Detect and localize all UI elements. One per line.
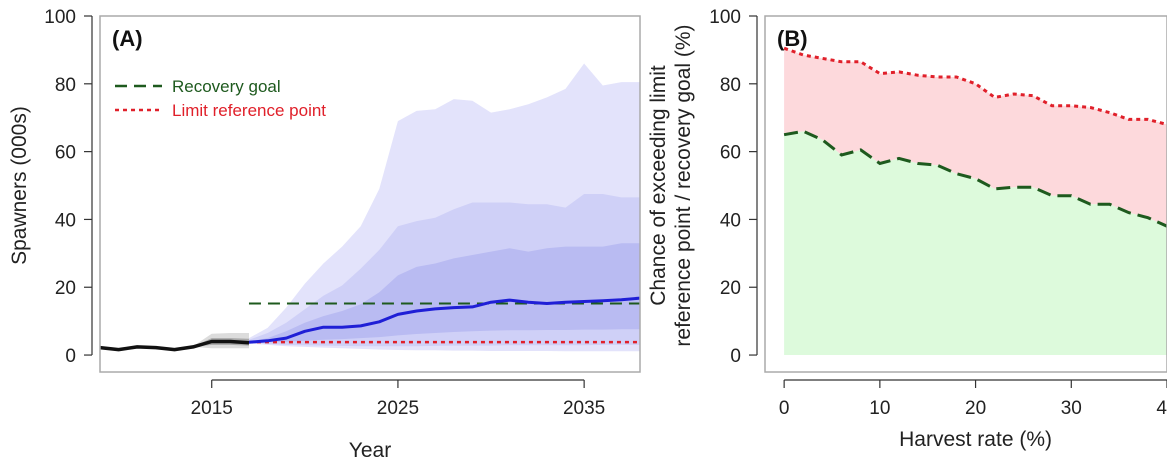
panel-b-x-tick-label: 0 (779, 398, 790, 419)
panel-b-upper-fill (784, 48, 1167, 227)
panel-b-recovery-goal-line (783, 129, 1167, 228)
projection-median-line (248, 296, 641, 344)
panel-a-y-tick-label: 60 (55, 143, 76, 164)
panel-b-label: (B) (777, 26, 808, 51)
panel-a-bands (100, 63, 640, 352)
legend-limit-reference-point-label: Limit reference point (172, 101, 326, 120)
panel-b-limit-reference-line (783, 46, 1167, 126)
panel-a-lines (99, 296, 641, 352)
panel-b-lines (783, 46, 1167, 228)
panel-b-y-tick-label: 0 (730, 346, 741, 367)
panel-a-y-tick-label: 100 (44, 7, 76, 28)
panel-a-y-tick-label: 40 (55, 210, 76, 231)
panel-a-x-axis-title: Year (349, 439, 391, 462)
panel-b-fills (784, 48, 1167, 355)
panel-b-y-tick-label: 60 (720, 143, 741, 164)
panel-b-chart: 0 20 40 60 80 100 0 10 20 30 40 (B) Harvest rate (… (647, 7, 1167, 451)
panel-a-y-axis-title: Spawners (000s) (8, 106, 31, 265)
panel-a-y-tick-label: 20 (55, 278, 76, 299)
panel-a-x-tick-label: 2035 (563, 398, 605, 419)
panel-a-x-tick-label: 2015 (191, 398, 233, 419)
panel-a-axes: 0 20 40 60 80 100 2015 2025 2035 (44, 7, 605, 419)
projection-band-inner (249, 243, 640, 343)
panel-a-y-tick-label: 80 (55, 75, 76, 96)
panel-b-y-tick-label: 40 (720, 210, 741, 231)
panel-b-x-axis-title: Harvest rate (%) (899, 428, 1052, 451)
legend-recovery-goal-label: Recovery goal (172, 77, 281, 96)
panel-a-label: (A) (112, 26, 143, 51)
historical-band-outer (100, 333, 249, 350)
panel-b-x-tick-label: 40 (1156, 398, 1167, 419)
panel-b-axes: 0 20 40 60 80 100 0 10 20 30 40 (709, 7, 1167, 419)
panel-b-y-tick-label: 20 (720, 278, 741, 299)
panel-a-y-tick-label: 0 (65, 346, 76, 367)
panel-b-y-axis-title-line2: reference point / recovery goal (%) (672, 24, 695, 346)
panel-b-y-axis-title-line1: Chance of exceeding limit (647, 65, 670, 306)
panel-a-plot-frame (99, 15, 641, 373)
panel-b-lower-fill (784, 131, 1167, 355)
panel-a-legend: Recovery goal Limit reference point (115, 77, 326, 120)
panel-b-y-tick-label: 100 (709, 7, 741, 28)
panel-b-x-tick-label: 20 (965, 398, 986, 419)
panel-a-chart: 0 20 40 60 80 100 2015 2025 2035 (A) Recovery go… (8, 7, 641, 462)
panel-a-x-tick-label: 2025 (377, 398, 419, 419)
historical-line (99, 339, 250, 352)
panel-b-x-tick-label: 30 (1061, 398, 1082, 419)
panel-b-y-tick-label: 80 (720, 75, 741, 96)
panel-b-x-tick-label: 10 (869, 398, 890, 419)
panel-b-plot-frame (764, 15, 1167, 373)
